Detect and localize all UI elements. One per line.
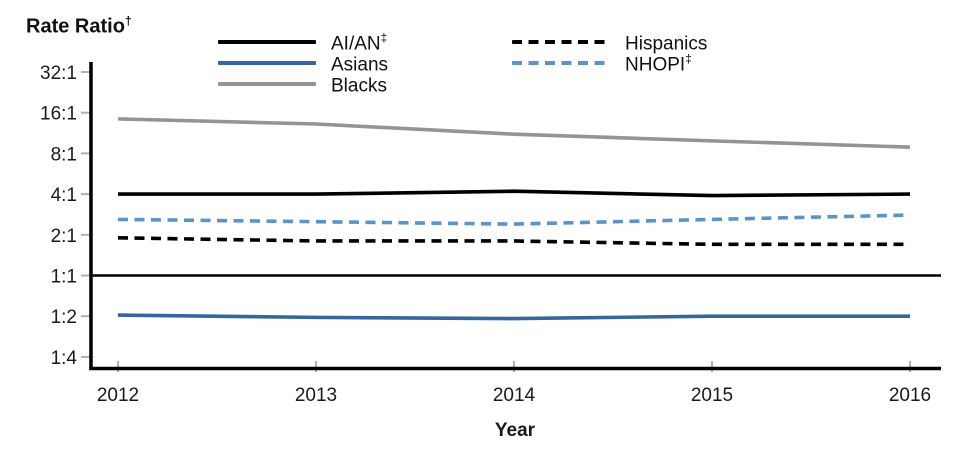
y-tick-label: 1:4 (51, 348, 78, 369)
series-line-aian (118, 189, 911, 198)
legend-label-hispanics: Hispanics (625, 28, 708, 55)
y-tick-label: 1:1 (51, 267, 77, 288)
chart-title-text: Rate Ratio (26, 15, 125, 38)
legend-text: AI/AN (331, 33, 381, 55)
legend-item-blacks: Blacks (218, 70, 388, 97)
legend-item-aian: AI/AN‡ (218, 28, 388, 55)
legend-label-blacks: Blacks (331, 70, 387, 97)
x-tick-label: 2015 (691, 385, 733, 406)
legend-text: NHOPI (625, 54, 686, 76)
blacks-line-swatch (218, 81, 316, 86)
double-dagger-mark: ‡ (685, 53, 692, 67)
x-tick-label: 2016 (889, 385, 931, 406)
x-axis-title: Year (495, 420, 536, 441)
legend-label-aian: AI/AN‡ (331, 28, 387, 54)
legend-text: Hispanics (625, 33, 708, 55)
legend-item-asians: Asians (218, 49, 389, 76)
y-tick-label: 32:1 (40, 63, 77, 84)
legend-text: Asians (331, 54, 389, 76)
series-line-hispanics (117, 236, 910, 247)
y-tick-label: 4:1 (51, 185, 77, 206)
y-tick-label: 8:1 (51, 144, 77, 165)
x-tick-label: 2014 (493, 385, 536, 406)
nhopi-line-swatch (512, 60, 610, 65)
legend-label-asians: Asians (331, 49, 389, 76)
legend-label-nhopi: NHOPI‡ (625, 49, 692, 75)
legend-column-2: Hispanics NHOPI‡ (512, 28, 708, 76)
x-tick-label: 2012 (97, 385, 139, 406)
chart-title: Rate Ratio† (26, 14, 132, 39)
aian-line-swatch (218, 39, 316, 44)
asians-line-swatch (218, 60, 316, 65)
series-line-asians (117, 313, 910, 321)
legend-item-hispanics: Hispanics (512, 28, 708, 55)
legend-column-1: AI/AN‡ Asians Blacks (218, 28, 389, 97)
series-line-nhopi (117, 213, 911, 226)
y-tick-label: 16:1 (40, 104, 77, 125)
double-dagger-mark: ‡ (380, 32, 388, 46)
hispanics-line-swatch (512, 39, 610, 44)
legend-text: Blacks (331, 75, 387, 97)
y-tick-label: 2:1 (51, 226, 77, 247)
dagger-mark: † (124, 14, 132, 28)
legend-item-nhopi: NHOPI‡ (512, 49, 707, 76)
y-tick-label: 1:2 (51, 307, 77, 328)
series-line-blacks (117, 117, 911, 149)
x-tick-label: 2013 (295, 385, 337, 406)
